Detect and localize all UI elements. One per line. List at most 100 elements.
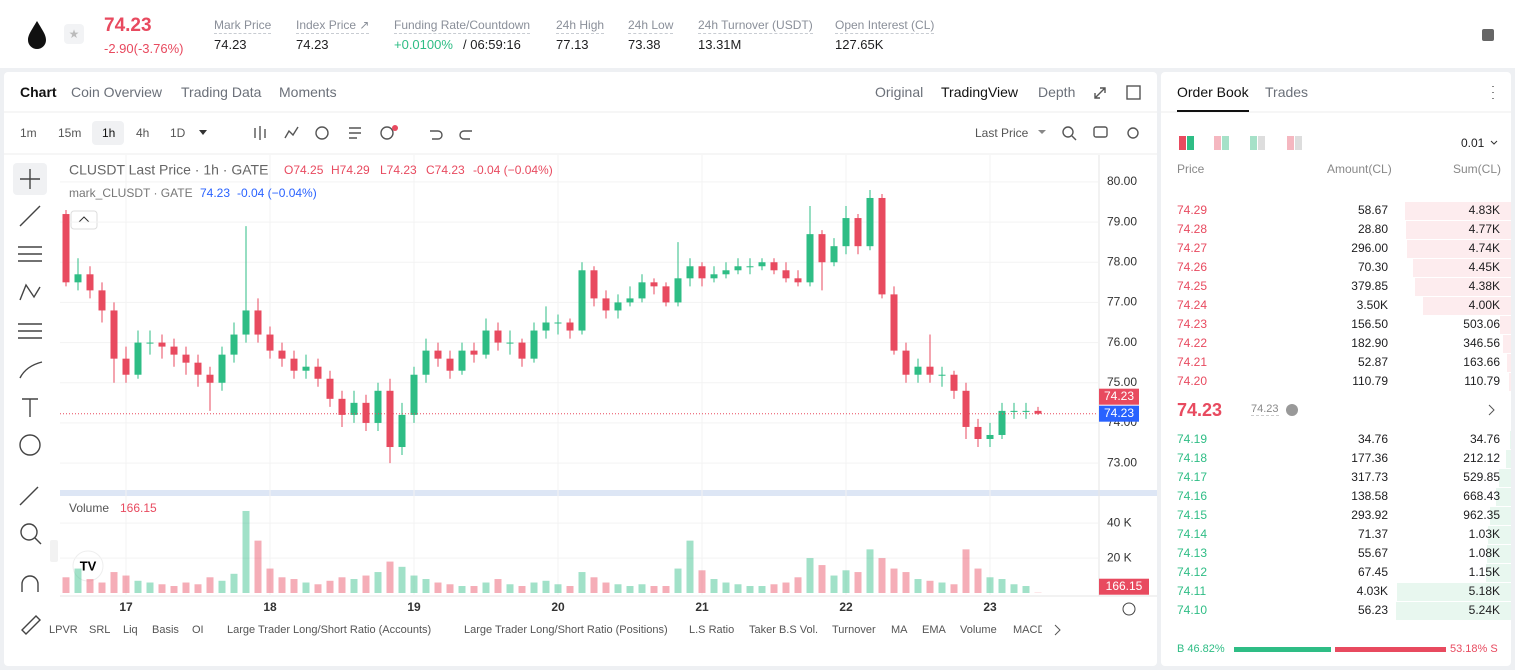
stat-label: 24h High	[556, 18, 605, 34]
ohlc-legend: L74.23	[380, 163, 417, 177]
candle-body	[278, 350, 286, 359]
indicator[interactable]: Large Trader Long/Short Ratio (Positions…	[464, 624, 668, 636]
candle-body	[266, 334, 274, 351]
candle-body	[98, 290, 106, 311]
candle-body	[614, 302, 622, 311]
indicator[interactable]: Large Trader Long/Short Ratio (Accounts)	[227, 624, 432, 636]
volume-bar	[314, 584, 322, 593]
dropdown[interactable]	[1038, 130, 1046, 134]
buy-ratio: B 46.82%	[1177, 643, 1225, 655]
candle-body	[830, 246, 838, 263]
candle-body	[806, 234, 814, 283]
interval[interactable]: 1D	[170, 126, 186, 140]
dropdown[interactable]	[199, 130, 207, 135]
volume-bar	[386, 561, 394, 593]
indicator[interactable]: MACD	[1013, 624, 1042, 636]
pane-toggle[interactable]	[50, 540, 58, 562]
badge	[392, 125, 398, 131]
volume-bar	[830, 575, 838, 593]
price-source[interactable]: Last Price	[975, 126, 1029, 140]
info-icon	[1286, 404, 1298, 416]
precision[interactable]: 0.01	[1461, 136, 1485, 150]
volume-bar	[122, 575, 130, 593]
chart-tab[interactable]: Trading Data	[181, 84, 262, 100]
candle-body	[794, 278, 802, 283]
indicator[interactable]: L.S Ratio	[689, 624, 735, 636]
stat-value: 74.23	[296, 37, 329, 52]
indicator[interactable]: Taker B.S Vol.	[749, 624, 819, 636]
candle-body	[662, 286, 670, 303]
ob-price: 74.26	[1177, 260, 1208, 274]
volume-bar	[710, 579, 718, 593]
volume-bar	[158, 584, 166, 593]
chevron[interactable]	[1054, 624, 1061, 636]
col-header: Amount(CL)	[1327, 162, 1392, 176]
x-tick-label: 19	[407, 600, 421, 614]
volume-bar	[614, 584, 622, 593]
candle-body	[122, 358, 130, 375]
view-tab[interactable]: Depth	[1038, 84, 1076, 100]
candle-body	[506, 342, 514, 344]
favorite[interactable]	[64, 24, 84, 44]
layout-icons	[1179, 136, 1302, 150]
settings-icon[interactable]	[1122, 602, 1136, 616]
ob-amount: 110.79	[1352, 374, 1388, 388]
depth-bar	[1413, 259, 1511, 277]
interval[interactable]: 1m	[20, 126, 37, 140]
collapse-button[interactable]	[70, 210, 98, 230]
volume-bar	[926, 580, 934, 593]
candle-body	[410, 374, 418, 415]
indicator[interactable]: Volume	[960, 624, 997, 636]
candle-body	[218, 354, 226, 383]
toolbar-icons	[254, 85, 1494, 141]
volume-bar	[230, 573, 238, 593]
indicator[interactable]: Basis	[152, 624, 179, 636]
chart-tab[interactable]: Chart	[20, 84, 57, 100]
candle-body	[158, 342, 166, 347]
book-icon[interactable]	[1482, 29, 1494, 41]
indicator[interactable]: Liq	[123, 624, 138, 636]
candle-body	[782, 270, 790, 279]
view-tab[interactable]: TradingView	[941, 84, 1019, 100]
chart-tab[interactable]: Coin Overview	[71, 84, 163, 100]
interval[interactable]: 1h	[102, 126, 116, 140]
candle-body	[230, 334, 238, 355]
depth-bar	[1396, 602, 1511, 620]
view-tab[interactable]: Original	[875, 84, 924, 100]
interval[interactable]: 15m	[58, 126, 82, 140]
volume-bar	[758, 586, 766, 593]
chart-tab[interactable]: Moments	[279, 84, 337, 100]
volume-bar	[542, 580, 550, 593]
candle-body	[458, 350, 466, 371]
candle-body	[566, 322, 574, 331]
indicator[interactable]: LPVR	[49, 624, 78, 636]
candle-body	[674, 278, 682, 303]
candle-body	[626, 298, 634, 303]
chart-title: CLUSDT Last Price · 1h · GATE	[69, 162, 268, 178]
chevron[interactable]	[1488, 404, 1495, 416]
ob-tab[interactable]: Order Book	[1177, 84, 1249, 100]
ob-amount: 55.67	[1357, 546, 1388, 560]
ob-sum: 4.38K	[1468, 279, 1500, 293]
interval[interactable]: 4h	[136, 126, 150, 140]
depth-bar	[1489, 507, 1511, 525]
indicator[interactable]: Turnover	[832, 624, 876, 636]
ob-tab[interactable]: Trades	[1265, 84, 1309, 100]
indicator[interactable]: OI	[192, 624, 204, 636]
depth-bar	[1414, 278, 1511, 296]
dropdown[interactable]	[1490, 140, 1498, 145]
ob-amount: 182.90	[1351, 336, 1388, 350]
indicator[interactable]: EMA	[922, 624, 946, 636]
indicator[interactable]: SRL	[89, 624, 111, 636]
ob-sum: 5.24K	[1468, 603, 1500, 617]
volume-bar	[1022, 586, 1030, 593]
indicator[interactable]: MA	[891, 624, 908, 636]
depth-bar	[1423, 297, 1511, 315]
mark-price-label: 74.23	[1104, 406, 1134, 420]
price-change: -2.90(-3.76%)	[104, 41, 184, 56]
volume-bar	[1010, 584, 1018, 593]
x-tick-label: 22	[839, 600, 853, 614]
last-price-label: 74.23	[1104, 389, 1134, 403]
ob-sum: 1.03K	[1468, 527, 1500, 541]
stat-label: 24h Low	[628, 18, 674, 34]
